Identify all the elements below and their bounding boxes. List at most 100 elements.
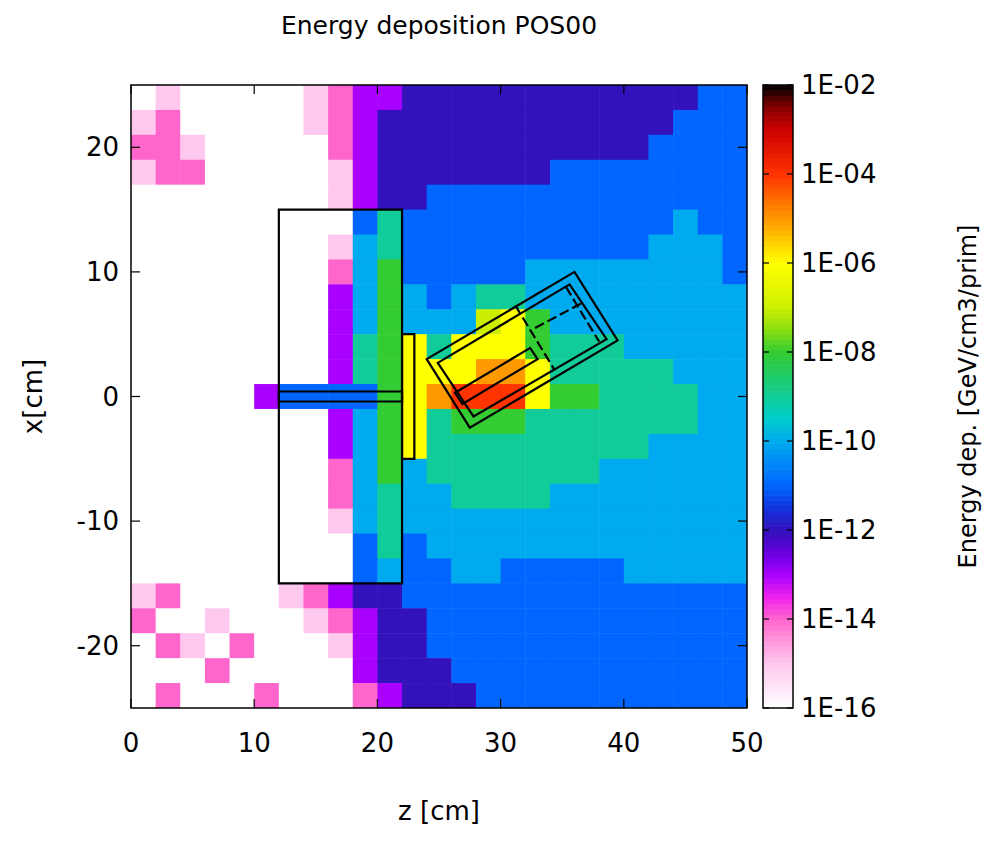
heatmap-cell	[476, 658, 501, 683]
colorbar-step	[763, 474, 793, 480]
colorbar-step	[763, 666, 793, 672]
heatmap-cell	[180, 135, 205, 160]
heatmap-cell	[575, 633, 600, 658]
heatmap-cell	[180, 359, 205, 384]
heatmap-cell	[427, 85, 452, 110]
heatmap-cell	[698, 110, 723, 135]
heatmap-cell	[377, 558, 402, 583]
heatmap-cell	[648, 459, 673, 484]
heatmap-cell	[525, 85, 550, 110]
heatmap-cell	[525, 484, 550, 509]
heatmap-cell	[599, 160, 624, 185]
heatmap-cell	[131, 284, 156, 309]
heatmap-cell	[698, 259, 723, 284]
heatmap-cell	[648, 160, 673, 185]
heatmap-cell	[254, 135, 279, 160]
heatmap-cell	[131, 484, 156, 509]
heatmap-cell	[230, 309, 255, 334]
heatmap-cell	[525, 135, 550, 160]
heatmap-cell	[230, 284, 255, 309]
heatmap-cell	[205, 409, 230, 434]
heatmap-cell	[402, 85, 427, 110]
colorbar-step	[763, 583, 793, 589]
heatmap-cell	[673, 210, 698, 235]
heatmap-cell	[550, 683, 575, 708]
heatmap-cell	[279, 135, 304, 160]
y-tick-label: -20	[77, 631, 119, 661]
heatmap-cell	[230, 608, 255, 633]
heatmap-cell	[698, 484, 723, 509]
heatmap-cell	[698, 334, 723, 359]
heatmap-cell	[624, 210, 649, 235]
colorbar-step	[763, 692, 793, 698]
heatmap-cell	[648, 235, 673, 260]
y-tick	[738, 520, 747, 521]
heatmap-cell	[303, 210, 328, 235]
heatmap-cell	[648, 683, 673, 708]
heatmap-cell	[501, 658, 526, 683]
heatmap-cell	[131, 110, 156, 135]
colorbar-tick	[787, 707, 793, 708]
colorbar-tick	[763, 707, 769, 708]
heatmap-cell	[180, 583, 205, 608]
heatmap-cell	[303, 484, 328, 509]
colorbar-step	[763, 397, 793, 403]
colorbar-step	[763, 272, 793, 278]
heatmap-cell	[648, 334, 673, 359]
heatmap-cell	[230, 583, 255, 608]
colorbar-step	[763, 313, 793, 319]
heatmap-cell	[180, 683, 205, 708]
colorbar-step	[763, 412, 793, 418]
heatmap-cell	[624, 558, 649, 583]
heatmap-cell	[279, 110, 304, 135]
heatmap-cell	[279, 210, 304, 235]
heatmap-cell	[402, 110, 427, 135]
colorbar-tick	[787, 84, 793, 85]
heatmap-cell	[328, 608, 353, 633]
heatmap-cell	[501, 683, 526, 708]
colorbar-tick-label: 1E-16	[801, 693, 876, 723]
heatmap-cell	[254, 235, 279, 260]
colorbar-tick	[763, 529, 769, 530]
heatmap-cell	[476, 509, 501, 534]
colorbar-tick	[763, 351, 769, 352]
heatmap-cell	[624, 658, 649, 683]
heatmap-cell	[156, 583, 181, 608]
heatmap-cell	[279, 459, 304, 484]
heatmap-cell	[353, 484, 378, 509]
heatmap-cell	[501, 459, 526, 484]
heatmap-cell	[205, 384, 230, 409]
heatmap-cell	[525, 235, 550, 260]
heatmap-cell	[279, 633, 304, 658]
heatmap-cell	[525, 558, 550, 583]
heatmap-cell	[698, 459, 723, 484]
heatmap-cell	[624, 459, 649, 484]
heatmap-cell	[180, 85, 205, 110]
heatmap-cell	[722, 309, 747, 334]
colorbar-step	[763, 194, 793, 200]
heatmap-cell	[550, 633, 575, 658]
heatmap-cell	[575, 384, 600, 409]
heatmap-cell	[353, 583, 378, 608]
heatmap-cell	[698, 583, 723, 608]
heatmap-cell	[722, 683, 747, 708]
heatmap-cell	[451, 110, 476, 135]
heatmap-cell	[673, 284, 698, 309]
colorbar-step	[763, 189, 793, 195]
heatmap-cell	[180, 633, 205, 658]
heatmap-cell	[328, 534, 353, 559]
heatmap-cell	[328, 359, 353, 384]
heatmap-cell	[131, 384, 156, 409]
colorbar-step	[763, 537, 793, 543]
colorbar-step	[763, 158, 793, 164]
colorbar-step	[763, 568, 793, 574]
heatmap-cell	[525, 658, 550, 683]
heatmap-cell	[599, 534, 624, 559]
heatmap-cell	[427, 110, 452, 135]
colorbar-step	[763, 500, 793, 506]
heatmap-cell	[501, 259, 526, 284]
colorbar-step	[763, 350, 793, 356]
heatmap-cell	[722, 185, 747, 210]
heatmap-cell	[353, 434, 378, 459]
heatmap-cell	[377, 259, 402, 284]
